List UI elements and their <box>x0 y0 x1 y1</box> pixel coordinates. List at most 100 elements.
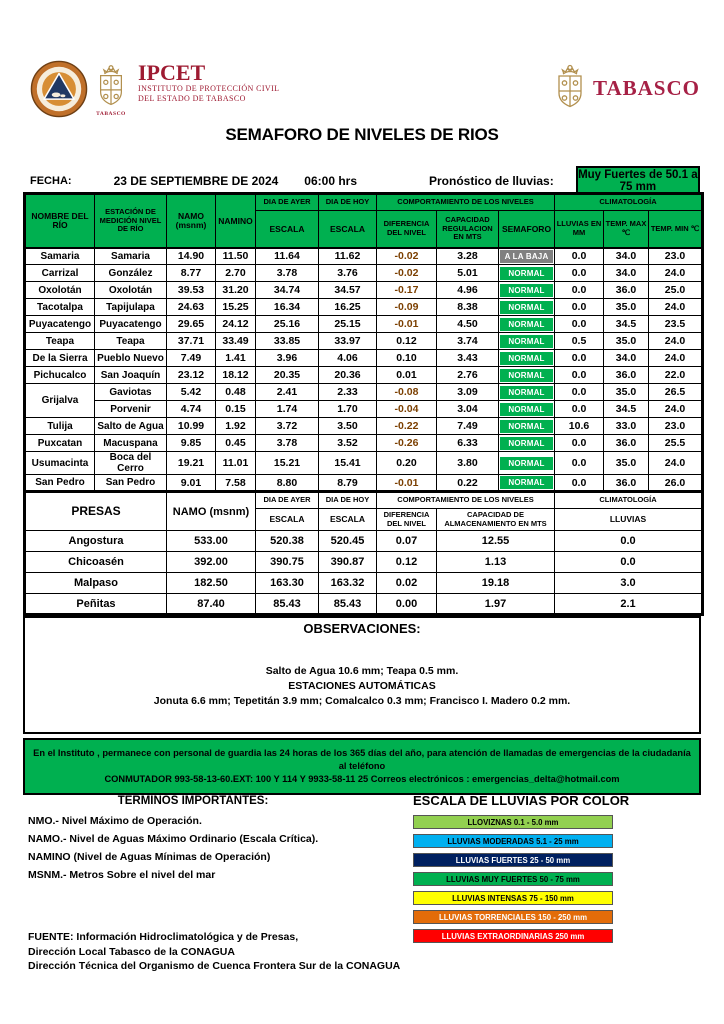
level-difference: -0.08 <box>376 383 437 401</box>
level-difference: -0.22 <box>376 417 437 435</box>
level-difference: -0.26 <box>376 434 437 452</box>
rain-mm: 0.0 <box>554 530 703 552</box>
fuente-section: FUENTE: Información Hidroclimatológica y… <box>28 930 400 974</box>
yesterday-level: 20.35 <box>255 366 319 384</box>
temp-max: 34.0 <box>603 264 649 282</box>
river-row: Teapa Teapa 37.71 33.49 33.85 33.97 0.12 3.74 NO… <box>24 332 703 350</box>
pronostico-label: Pronóstico de lluvias: <box>429 174 554 188</box>
tabasco-crest-icon <box>99 65 123 106</box>
rain-mm: 0.0 <box>554 315 604 333</box>
col-header-presas-ayer: DIA DE AYER <box>255 491 319 509</box>
semaforo-badge: NORMAL <box>500 334 553 348</box>
tabasco-logo: TABASCO <box>552 63 700 113</box>
rain-mm: 0.0 <box>554 349 604 367</box>
temp-min: 24.0 <box>648 400 703 418</box>
term-line: NMO.- Nivel Máximo de Operación. <box>28 815 202 827</box>
tabasco-crest-icon <box>558 64 582 108</box>
presa-name: Angostura <box>24 530 167 552</box>
river-name: Usumacinta <box>24 451 95 475</box>
station-name: Salto de Agua <box>94 417 167 435</box>
semaforo-badge: NORMAL <box>500 456 553 470</box>
semaforo-badge: NORMAL <box>500 419 553 433</box>
river-row: Pichucalco San Joaquín 23.12 18.12 20.35 20.3… <box>24 366 703 384</box>
level-difference: 0.10 <box>376 349 437 367</box>
col-header-presas-capacidad: CAPACIDAD DE ALMACENAMIENTO EN MTS <box>436 508 555 531</box>
yesterday-level: 3.78 <box>255 264 319 282</box>
river-row: De la Sierra Pueblo Nuevo 7.49 1.41 3.96 4.06… <box>24 349 703 367</box>
station-name: San Joaquín <box>94 366 167 384</box>
level-difference: 0.02 <box>376 572 437 594</box>
temp-max: 35.0 <box>603 298 649 316</box>
namo-value: 9.01 <box>166 474 216 492</box>
semaforo-cell: NORMAL <box>498 298 555 316</box>
yesterday-level: 2.41 <box>255 383 319 401</box>
yesterday-level: 520.38 <box>255 530 319 552</box>
semaforo-badge: NORMAL <box>500 266 553 280</box>
temp-min: 26.5 <box>648 383 703 401</box>
semaforo-cell: NORMAL <box>498 264 555 282</box>
river-name: Carrizal <box>24 264 95 282</box>
rivers-tbody: Samaria Samaria 14.90 11.50 11.64 11.62 -0.02 3… <box>24 247 703 492</box>
level-difference: 0.00 <box>376 593 437 615</box>
yesterday-level: 85.43 <box>255 593 319 615</box>
today-level: 85.43 <box>318 593 377 615</box>
temp-max: 34.0 <box>603 349 649 367</box>
rain-scale-bar: LLUVIAS FUERTES 25 - 50 mm <box>413 853 613 867</box>
namino-value: 7.58 <box>215 474 256 492</box>
col-header-namo: NAMO (msnm) <box>166 193 216 248</box>
river-name: Teapa <box>24 332 95 350</box>
river-row: Carrizal González 8.77 2.70 3.78 3.76 -0.02 5.0… <box>24 264 703 282</box>
col-header-hoy: DIA DE HOY <box>318 193 377 211</box>
station-name: Teapa <box>94 332 167 350</box>
col-header-namino: NAMINO <box>215 193 256 248</box>
namo-value: 533.00 <box>166 530 256 552</box>
civil-protection-emblem-icon <box>30 60 88 118</box>
today-level: 34.57 <box>318 281 377 299</box>
rain-scale-bar: LLUVIAS MODERADAS 5.1 - 25 mm <box>413 834 613 848</box>
namino-value: 11.01 <box>215 451 256 475</box>
regulation-capacity: 0.22 <box>436 474 499 492</box>
semaforo-cell: NORMAL <box>498 366 555 384</box>
hora-value: 06:00 hrs <box>304 174 357 188</box>
today-level: 3.50 <box>318 417 377 435</box>
station-name: Puyacatengo <box>94 315 167 333</box>
term-line: NAMO.- Nivel de Aguas Máximo Ordinario (… <box>28 833 319 845</box>
temp-max: 35.0 <box>603 332 649 350</box>
namino-value: 0.15 <box>215 400 256 418</box>
fecha-label: FECHA: <box>30 175 72 187</box>
temp-max: 35.0 <box>603 383 649 401</box>
level-difference: 0.12 <box>376 551 437 573</box>
river-row: San Pedro San Pedro 9.01 7.58 8.80 8.79 -0.01 0… <box>24 474 703 492</box>
ipcet-logo: TABASCO IPCET INSTITUTO DE PROTECCIÓN CI… <box>30 60 279 118</box>
rain-mm: 0.0 <box>554 434 604 452</box>
semaforo-badge: NORMAL <box>500 402 553 416</box>
presa-row: Chicoasén 392.00 390.75 390.87 0.12 1.13 0.0 <box>24 551 703 573</box>
level-difference: -0.02 <box>376 264 437 282</box>
semaforo-cell: NORMAL <box>498 434 555 452</box>
level-difference: -0.01 <box>376 315 437 333</box>
col-header-capacidad: CAPACIDAD REGULACION EN MTS <box>436 210 499 248</box>
namo-value: 9.85 <box>166 434 216 452</box>
semaforo-badge: NORMAL <box>500 351 553 365</box>
col-header-ayer: DIA DE AYER <box>255 193 319 211</box>
regulation-capacity: 6.33 <box>436 434 499 452</box>
observaciones-line: Salto de Agua 10.6 mm; Teapa 0.5 mm. <box>265 665 459 677</box>
station-name: Macuspana <box>94 434 167 452</box>
river-name: Puyacatengo <box>24 315 95 333</box>
level-difference: 0.01 <box>376 366 437 384</box>
rain-mm: 0.0 <box>554 474 604 492</box>
temp-min: 25.5 <box>648 434 703 452</box>
regulation-capacity: 5.01 <box>436 264 499 282</box>
regulation-capacity: 3.80 <box>436 451 499 475</box>
namino-value: 31.20 <box>215 281 256 299</box>
col-header-presas-escala-ayer: ESCALA <box>255 508 319 531</box>
station-name: Tapijulapa <box>94 298 167 316</box>
semaforo-badge: A LA BAJA <box>500 249 553 263</box>
namo-value: 87.40 <box>166 593 256 615</box>
presa-name: Malpaso <box>24 572 167 594</box>
yesterday-level: 3.96 <box>255 349 319 367</box>
col-header-escala-hoy: ESCALA <box>318 210 377 248</box>
semaforo-cell: NORMAL <box>498 332 555 350</box>
col-header-presas-diferencia: DIFERENCIA DEL NIVEL <box>376 508 437 531</box>
yesterday-level: 25.16 <box>255 315 319 333</box>
